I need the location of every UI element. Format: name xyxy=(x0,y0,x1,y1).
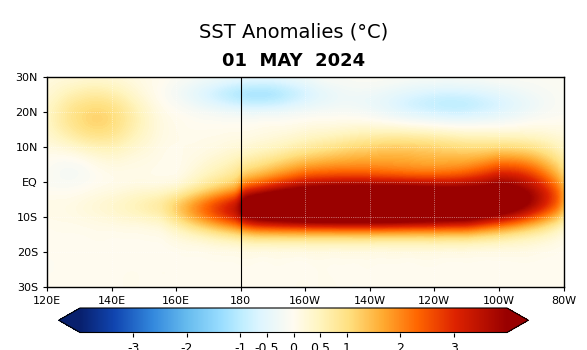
PathPatch shape xyxy=(507,308,528,332)
PathPatch shape xyxy=(59,308,80,332)
Text: SST Anomalies (°C): SST Anomalies (°C) xyxy=(199,23,388,42)
Text: 01  MAY  2024: 01 MAY 2024 xyxy=(222,52,365,70)
